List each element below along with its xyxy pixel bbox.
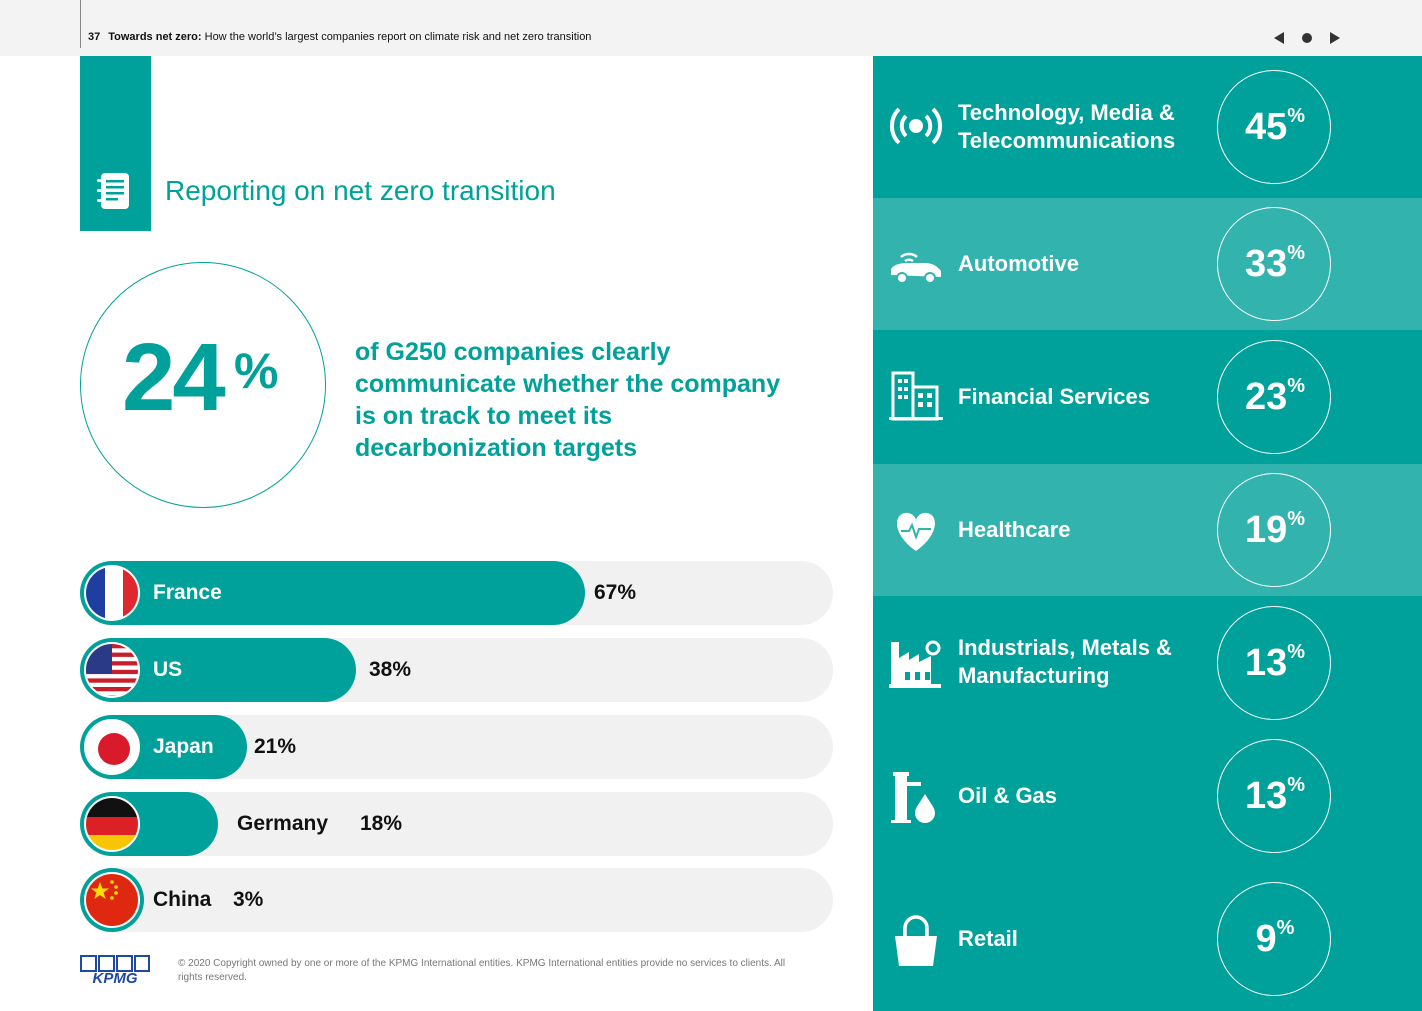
document-icon — [97, 173, 129, 209]
factory-icon — [889, 640, 941, 688]
report-title: How the world’s largest companies report… — [201, 31, 592, 43]
france-flag-icon — [84, 565, 140, 621]
sector-row: Technology, Media & Telecommunications 4… — [873, 56, 1422, 198]
sector-row: Retail 9% — [873, 862, 1422, 1011]
header-divider — [80, 0, 81, 48]
headline-description: of G250 companies clearly communicate wh… — [355, 338, 781, 462]
sector-name: Technology, Media & Telecommunications — [958, 100, 1176, 153]
country-value: 18% — [360, 812, 403, 835]
sector-percentage-circle: 23% — [1217, 340, 1331, 454]
sector-name: Industrials, Metals & Manufacturing — [958, 635, 1172, 688]
country-value: 67% — [594, 581, 637, 604]
sector-percentage: 45% — [1244, 105, 1306, 148]
country-value: 38% — [369, 658, 412, 681]
sector-name: Financial Services — [958, 384, 1150, 409]
breadcrumb: 37 Towards net zero: How the world’s larg… — [88, 31, 591, 43]
country-bar: France 67% — [80, 561, 833, 625]
headline-circle — [80, 262, 326, 508]
sector-percentage: 23% — [1244, 375, 1306, 418]
sector-percentage-circle: 45% — [1217, 70, 1331, 184]
sector-percentage-circle: 13% — [1217, 606, 1331, 720]
kpmg-logo: KPMG — [80, 955, 150, 985]
sector-row: Industrials, Metals & Manufacturing 13% — [873, 596, 1422, 730]
shopping-bag-icon — [895, 915, 937, 966]
sector-name: Automotive — [958, 251, 1079, 276]
sector-percentage: 13% — [1244, 641, 1306, 684]
copyright-notice: © 2020 Copyright owned by one or more of… — [178, 958, 786, 983]
oil-drop-icon — [891, 772, 935, 823]
connected-car-icon — [891, 252, 941, 284]
kpmg-logo-text: KPMG — [93, 970, 138, 985]
page-number: 37 — [88, 31, 101, 43]
headline-unit: % — [234, 343, 279, 399]
sector-percentage: 33% — [1244, 242, 1306, 285]
sector-percentage-circle: 19% — [1217, 473, 1331, 587]
sector-percentage: 9% — [1255, 917, 1295, 960]
sector-percentage-circle: 9% — [1217, 882, 1331, 996]
sector-percentage: 13% — [1244, 774, 1306, 817]
sector-percentage: 19% — [1244, 508, 1306, 551]
country-value: 21% — [254, 735, 297, 758]
sector-name: Oil & Gas — [958, 783, 1058, 808]
previous-page-button[interactable] — [1270, 29, 1288, 47]
bar-fill — [80, 561, 585, 625]
report-title-bold: Towards net zero: — [108, 31, 202, 43]
sector-row: Financial Services 23% — [873, 330, 1422, 464]
headline-number: 24 — [122, 324, 226, 431]
country-name: Germany — [237, 812, 329, 835]
country-bar: Japan 21% — [80, 715, 833, 779]
sector-row: Oil & Gas 13% — [873, 730, 1422, 862]
section-title: Reporting on net zero transition — [165, 175, 556, 206]
office-building-icon — [889, 371, 943, 421]
sector-name: Retail — [958, 926, 1018, 951]
japan-flag-icon — [84, 719, 140, 775]
top-bar: 37 Towards net zero: How the world’s larg… — [0, 0, 1422, 56]
sector-percentage-circle: 33% — [1217, 207, 1331, 321]
broadcast-icon — [889, 107, 943, 145]
dot-icon — [1302, 33, 1312, 43]
sector-panel: Technology, Media & Telecommunications 4… — [873, 56, 1422, 1011]
heart-pulse-icon — [897, 512, 935, 551]
country-bar: Germany 18% — [80, 792, 833, 856]
germany-flag-icon — [84, 796, 140, 852]
arrow-right-icon — [1330, 32, 1340, 44]
sector-row: Automotive 33% — [873, 198, 1422, 330]
country-value: 3% — [233, 888, 264, 911]
country-bar: China 3% — [80, 868, 833, 932]
country-name: Japan — [153, 735, 214, 758]
china-flag-icon — [84, 872, 140, 928]
next-page-button[interactable] — [1326, 29, 1344, 47]
country-name: China — [153, 888, 212, 911]
home-button[interactable] — [1298, 29, 1316, 47]
sector-name: Healthcare — [958, 517, 1071, 542]
sector-percentage-circle: 13% — [1217, 739, 1331, 853]
arrow-left-icon — [1274, 32, 1284, 44]
country-name: US — [153, 658, 183, 681]
country-name: France — [153, 581, 222, 604]
us-flag-icon — [84, 642, 140, 698]
page-navigation — [1270, 29, 1344, 47]
sector-row: Healthcare 19% — [873, 464, 1422, 596]
country-bar: US 38% — [80, 638, 833, 702]
